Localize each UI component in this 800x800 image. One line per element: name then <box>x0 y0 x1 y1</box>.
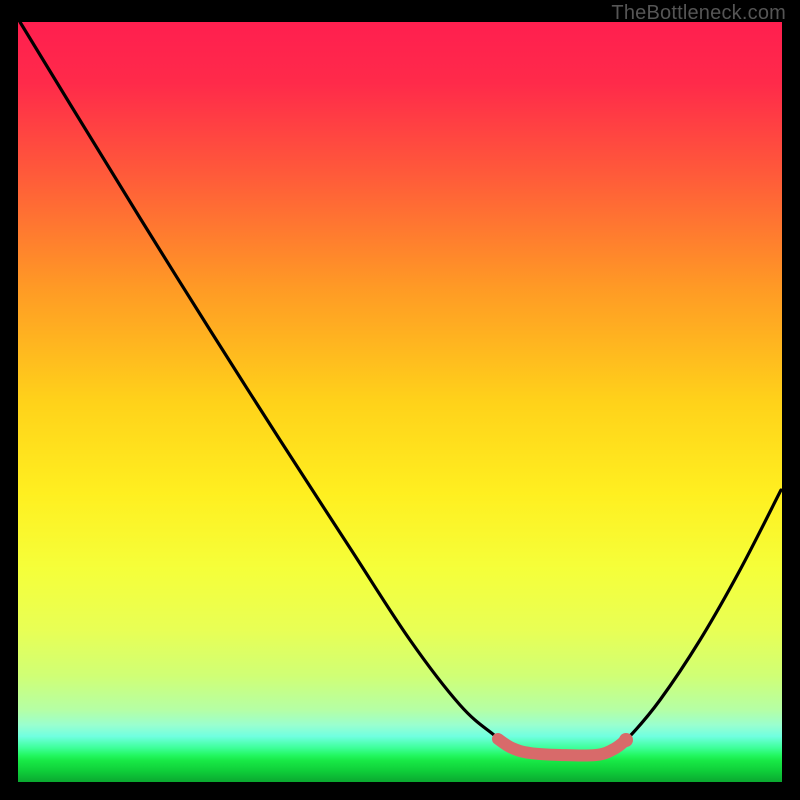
optimal-range-end-dot <box>619 733 633 747</box>
bottleneck-chart <box>18 22 782 782</box>
gradient-background <box>18 22 782 782</box>
